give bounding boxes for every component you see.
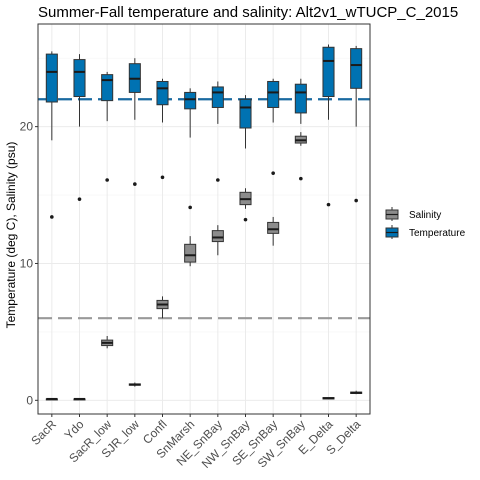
y-axis-label: Temperature (deg C), Salinity (psu) <box>4 142 18 329</box>
temperature-sacr-outlier <box>50 215 54 219</box>
temperature-confl-outlier <box>160 175 165 180</box>
temperature-e_delta-outlier <box>326 202 331 207</box>
temperature-sw_snbay-outlier <box>299 176 303 181</box>
temperature-sacr_low-box <box>101 74 114 102</box>
temperature-confl-box <box>156 80 169 106</box>
temperature-ydo-box <box>73 59 86 98</box>
plot-border <box>37 23 371 415</box>
temperature-s_delta-outlier <box>354 198 358 203</box>
temperature-se_snbay-box <box>267 80 280 108</box>
temperature-sjr_low-outlier <box>133 182 137 186</box>
temperature-ne_snbay-outlier <box>216 178 220 182</box>
plot-panel <box>38 24 370 414</box>
temperature-e_delta-box <box>322 46 335 98</box>
y-tick-label: 20 <box>20 120 34 134</box>
salinity-se_snbay-box <box>267 221 280 234</box>
legend-label-salinity: Salinity <box>409 210 441 221</box>
legend: Salinity Temperature <box>385 207 466 239</box>
temperature-sw_snbay-box <box>294 83 307 114</box>
chart-title: Summer-Fall temperature and salinity: Al… <box>38 4 458 21</box>
salinity-snmarsh-box <box>184 243 197 263</box>
temperature-nw_snbay-box <box>239 98 252 129</box>
temperature-snmarsh-outlier <box>188 205 192 210</box>
y-tick-label: 0 <box>26 393 33 407</box>
legend-label-temperature: Temperature <box>409 228 466 239</box>
salinity-ne_snbay-box <box>211 230 224 243</box>
temperature-sacr_low-outlier <box>105 178 109 182</box>
temperature-s_delta-box <box>350 48 363 89</box>
temperature-ne_snbay-box <box>211 86 224 108</box>
y-tick-label: 10 <box>20 256 34 270</box>
x-tick-label: SacR <box>28 417 59 448</box>
temperature-ydo-outlier <box>77 197 82 201</box>
temperature-se_snbay-outlier <box>271 171 275 175</box>
temperature-sacr-box <box>45 53 58 103</box>
temperature-nw_snbay-outlier <box>243 217 248 222</box>
temperature-snmarsh-box <box>184 91 197 110</box>
